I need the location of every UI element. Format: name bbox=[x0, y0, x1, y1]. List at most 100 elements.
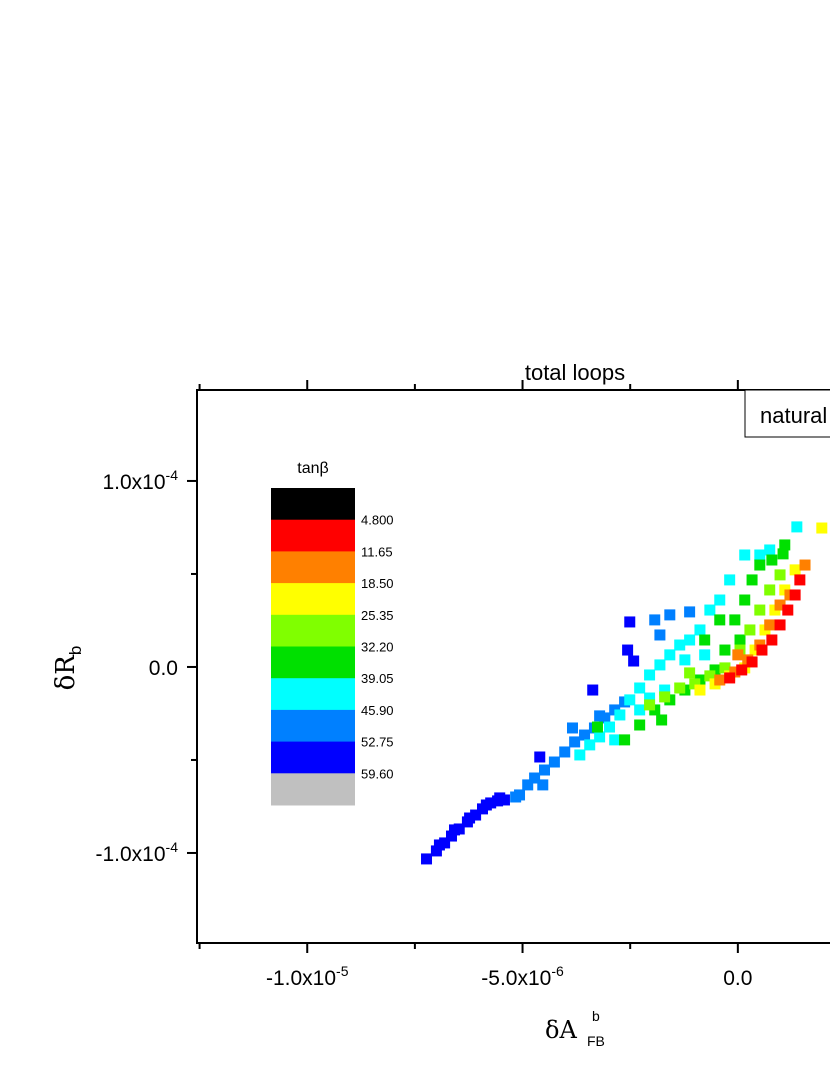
tick-label: -5.0x10-6 bbox=[481, 963, 564, 990]
y-label-main: δR bbox=[51, 654, 81, 691]
scatter-point bbox=[777, 548, 789, 560]
scatter-point bbox=[779, 539, 791, 551]
scatter-point bbox=[649, 614, 661, 626]
scatter-point bbox=[684, 634, 696, 646]
scatter-point bbox=[746, 656, 758, 668]
colorbar-title: tanβ bbox=[297, 460, 328, 477]
tick-label-text: -1.0x10 bbox=[266, 967, 336, 990]
scatter-point bbox=[619, 734, 631, 746]
scatter-point bbox=[714, 594, 726, 606]
colorbar-band bbox=[271, 583, 355, 616]
scatter-point bbox=[674, 682, 686, 694]
colorbar-band bbox=[271, 488, 355, 521]
tick-label-exponent: -5 bbox=[336, 963, 349, 979]
scatter-point bbox=[714, 674, 726, 686]
colorbar-label: 18.50 bbox=[361, 576, 394, 591]
scatter-point bbox=[739, 594, 751, 606]
scatter-point bbox=[699, 634, 711, 646]
scatter-point bbox=[522, 779, 534, 791]
annotation: natural bbox=[760, 403, 827, 428]
scatter-point bbox=[694, 624, 706, 636]
scatter-point bbox=[628, 655, 640, 667]
scatter-point bbox=[794, 574, 806, 586]
scatter-point bbox=[746, 574, 758, 586]
colorbar-band bbox=[271, 614, 355, 647]
scatter-point bbox=[514, 789, 526, 801]
scatter-point bbox=[714, 614, 726, 626]
scatter-point bbox=[656, 714, 668, 726]
scatter-point bbox=[529, 772, 541, 784]
x-axis-label: δA FB b bbox=[545, 1008, 605, 1049]
scatter-point bbox=[644, 669, 656, 681]
scatter-point bbox=[604, 721, 616, 733]
colorbar-band bbox=[271, 646, 355, 679]
scatter-point bbox=[634, 719, 646, 731]
scatter-point bbox=[782, 604, 794, 616]
tick-label-exponent: -4 bbox=[166, 467, 179, 483]
colorbar-label: 52.75 bbox=[361, 735, 394, 750]
tick-label: 1.0x10-4 bbox=[102, 467, 178, 494]
colorbar-label: 39.05 bbox=[361, 671, 394, 686]
scatter-point bbox=[566, 722, 578, 734]
scatter-point bbox=[569, 736, 581, 748]
colorbar-band bbox=[271, 741, 355, 774]
tick-label: 0.0 bbox=[723, 967, 752, 990]
tick-label: -1.0x10-5 bbox=[266, 963, 349, 990]
scatter-point bbox=[764, 619, 776, 631]
colorbar-band bbox=[271, 678, 355, 711]
tick-label-text: 0.0 bbox=[723, 967, 752, 990]
x-label-sub: FB bbox=[587, 1033, 605, 1049]
scatter-point bbox=[704, 604, 716, 616]
colorbar-label: 25.35 bbox=[361, 608, 394, 623]
scatter-point bbox=[674, 639, 686, 651]
scatter-point bbox=[644, 699, 656, 711]
scatter-point bbox=[584, 739, 596, 751]
plot-area bbox=[421, 521, 828, 865]
scatter-point bbox=[439, 837, 451, 849]
colorbar-band bbox=[271, 551, 355, 584]
scatter-point bbox=[470, 809, 482, 821]
scatter-point bbox=[624, 694, 636, 706]
scatter-point bbox=[574, 749, 586, 761]
scatter-point bbox=[559, 746, 571, 758]
tick-label: 0.0 bbox=[149, 657, 178, 680]
scatter-point bbox=[724, 574, 736, 586]
tick-label-text: 1.0x10 bbox=[102, 471, 165, 494]
scatter-point bbox=[624, 616, 636, 628]
tick-label-exponent: -6 bbox=[551, 963, 564, 979]
scatter-point bbox=[774, 599, 786, 611]
scatter-point bbox=[644, 692, 656, 704]
scatter-point bbox=[498, 794, 510, 806]
scatter-point bbox=[729, 614, 741, 626]
scatter-point bbox=[754, 604, 766, 616]
scatter-point bbox=[659, 684, 671, 696]
scatter-point bbox=[816, 522, 828, 534]
scatter-point bbox=[739, 549, 751, 561]
colorbar-label: 45.90 bbox=[361, 703, 394, 718]
scatter-point bbox=[729, 666, 741, 678]
tick-label-text: -1.0x10 bbox=[96, 843, 166, 866]
scatter-point bbox=[734, 634, 746, 646]
scatter-point bbox=[799, 559, 811, 571]
scatter-point bbox=[732, 649, 744, 661]
colorbar-label: 11.65 bbox=[361, 544, 393, 559]
tick-label: -1.0x10-4 bbox=[96, 839, 179, 866]
x-label-sup: b bbox=[592, 1008, 600, 1024]
scatter-point bbox=[537, 779, 549, 791]
scatter-point bbox=[534, 751, 546, 763]
scatter-point bbox=[579, 729, 591, 741]
scatter-point bbox=[654, 659, 666, 671]
scatter-point bbox=[548, 756, 560, 768]
scatter-point bbox=[744, 624, 756, 636]
scatter-point bbox=[704, 670, 716, 682]
scatter-point bbox=[464, 812, 476, 824]
scatter-point bbox=[789, 564, 801, 576]
colorbar-band bbox=[271, 773, 355, 806]
scatter-point bbox=[485, 797, 497, 809]
scatter-point bbox=[709, 664, 721, 676]
scatter-point bbox=[764, 584, 776, 596]
tick-label-text: -5.0x10 bbox=[481, 967, 551, 990]
scatter-point bbox=[789, 589, 801, 601]
scatter-point bbox=[659, 691, 671, 703]
